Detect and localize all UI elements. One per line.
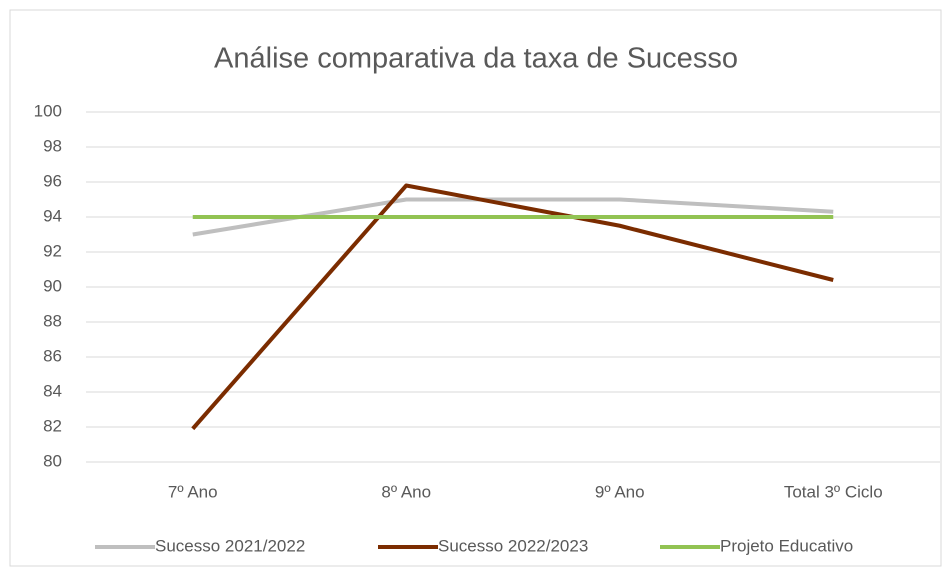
x-tick-label: 7º Ano [168,482,218,501]
chart-title: Análise comparativa da taxa de Sucesso [214,43,738,75]
x-tick-label: Total 3º Ciclo [784,482,883,501]
legend-label: Sucesso 2022/2023 [438,536,588,555]
y-tick-label: 84 [43,381,62,400]
y-tick-label: 86 [43,346,62,365]
y-tick-label: 90 [43,276,62,295]
y-tick-label: 82 [43,416,62,435]
y-tick-label: 88 [43,311,62,330]
series-line [191,183,834,431]
y-tick-label: 98 [43,136,62,155]
y-tick-label: 80 [43,451,62,470]
y-tick-label: 94 [43,206,62,225]
y-tick-label: 100 [34,101,62,120]
x-tick-label: 8º Ano [381,482,431,501]
legend-label: Projeto Educativo [720,536,853,555]
chart-border [9,9,942,567]
x-tick-label: 9º Ano [595,482,645,501]
y-tick-label: 96 [43,171,62,190]
y-tick-label: 92 [43,241,62,260]
legend-label: Sucesso 2021/2022 [155,536,305,555]
